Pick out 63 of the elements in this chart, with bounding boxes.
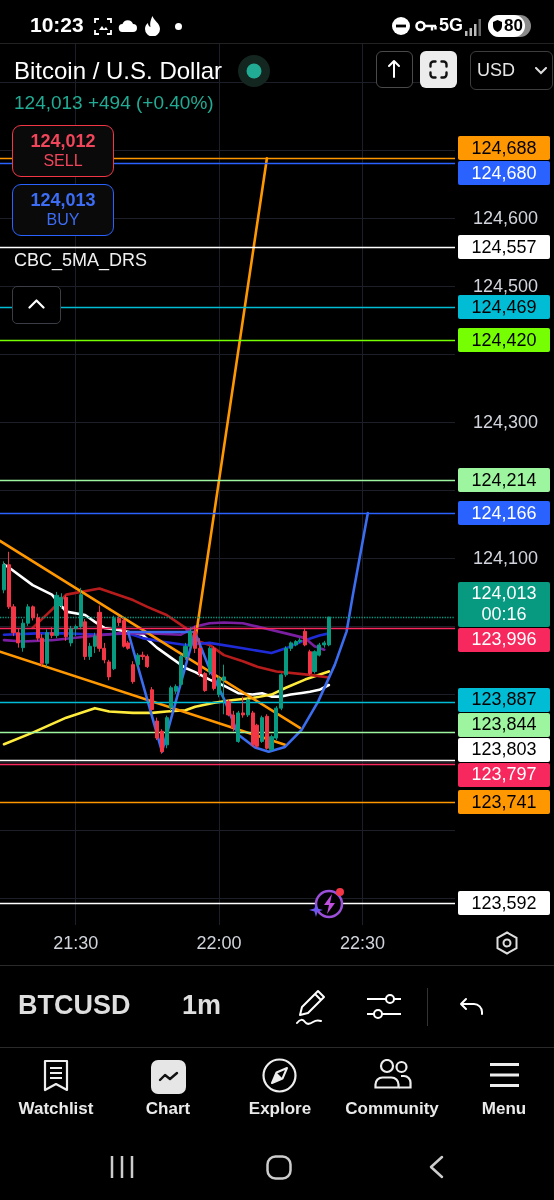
x-tick-label: 22:00 (196, 933, 242, 953)
candlestick (165, 715, 169, 749)
candlestick (308, 649, 312, 676)
candlestick (50, 626, 54, 639)
text: 1m (182, 990, 222, 1021)
ref-line-label: 124,214 (458, 468, 550, 493)
candlestick (208, 645, 212, 676)
text: Watchlist (17, 1099, 95, 1119)
annotation: SELL (42, 152, 84, 170)
text: Menu (480, 1099, 528, 1119)
annotation: BUY (45, 211, 81, 229)
candlestick (246, 698, 250, 718)
x-tick-label: 21:30 (53, 933, 99, 953)
currency-dropdown: USD (470, 51, 553, 90)
text: Chart (144, 1099, 192, 1119)
candlestick (131, 660, 135, 685)
buy-button: 124,013 BUY (12, 184, 114, 236)
candlestick (212, 645, 216, 691)
ref-line-label: 123,803 (458, 737, 550, 762)
annotation: 124,013 (29, 190, 97, 211)
ref-line-label: 124,557 (458, 235, 550, 260)
y-tick-label: 124,500 (473, 276, 539, 296)
candlestick (150, 686, 154, 712)
text: Community (344, 1099, 440, 1119)
x-tick-label: 22:30 (339, 933, 385, 953)
text: 10:23 (30, 13, 84, 37)
candlestick (241, 696, 245, 719)
y-tick-label: 124,600 (473, 208, 539, 229)
ref-line-label: 123,592 (458, 891, 550, 916)
sell-button: 124,012 SELL (12, 125, 114, 177)
annotation: 124,012 (29, 131, 97, 152)
y-tick-label: 124,100 (473, 547, 539, 568)
ref-line-label: 124,680 (458, 161, 550, 186)
candlestick (64, 594, 68, 642)
ref-line-label: 123,797 (458, 762, 550, 787)
candlestick (303, 627, 307, 647)
ref-line-label: 124,420 (458, 328, 550, 353)
annotation: CBC_5MA_DRS (14, 250, 148, 271)
text: 5G (439, 15, 464, 36)
ref-line-label: 124,013 00:16 (458, 581, 550, 627)
ref-line-label: 124,166 (458, 501, 550, 526)
text: Bitcoin / U.S. Dollar (14, 57, 223, 85)
candlestick (45, 628, 49, 668)
candlestick (107, 659, 111, 681)
text: Explore (247, 1099, 313, 1119)
ref-line-label: 124,469 (458, 295, 550, 320)
candlestick (251, 710, 255, 748)
candlestick (260, 715, 264, 744)
text: BTCUSD (18, 990, 131, 1021)
text: 124,013 +494 (+0.40%) (14, 92, 214, 114)
candlestick (2, 560, 6, 594)
ref-line-label: 123,844 (458, 712, 550, 737)
candlestick (83, 618, 87, 661)
ref-line-label: 124,688 (458, 136, 550, 161)
y-tick-label: 124,300 (473, 411, 539, 432)
ref-line-label: 123,887 (458, 687, 550, 712)
candlestick (236, 710, 240, 744)
ref-line-label: 123,996 (458, 627, 550, 652)
candlestick (136, 652, 140, 669)
text: 80 (504, 16, 523, 36)
candlestick (265, 713, 269, 751)
ref-line-label: 123,741 (458, 790, 550, 814)
candlestick (298, 637, 302, 644)
